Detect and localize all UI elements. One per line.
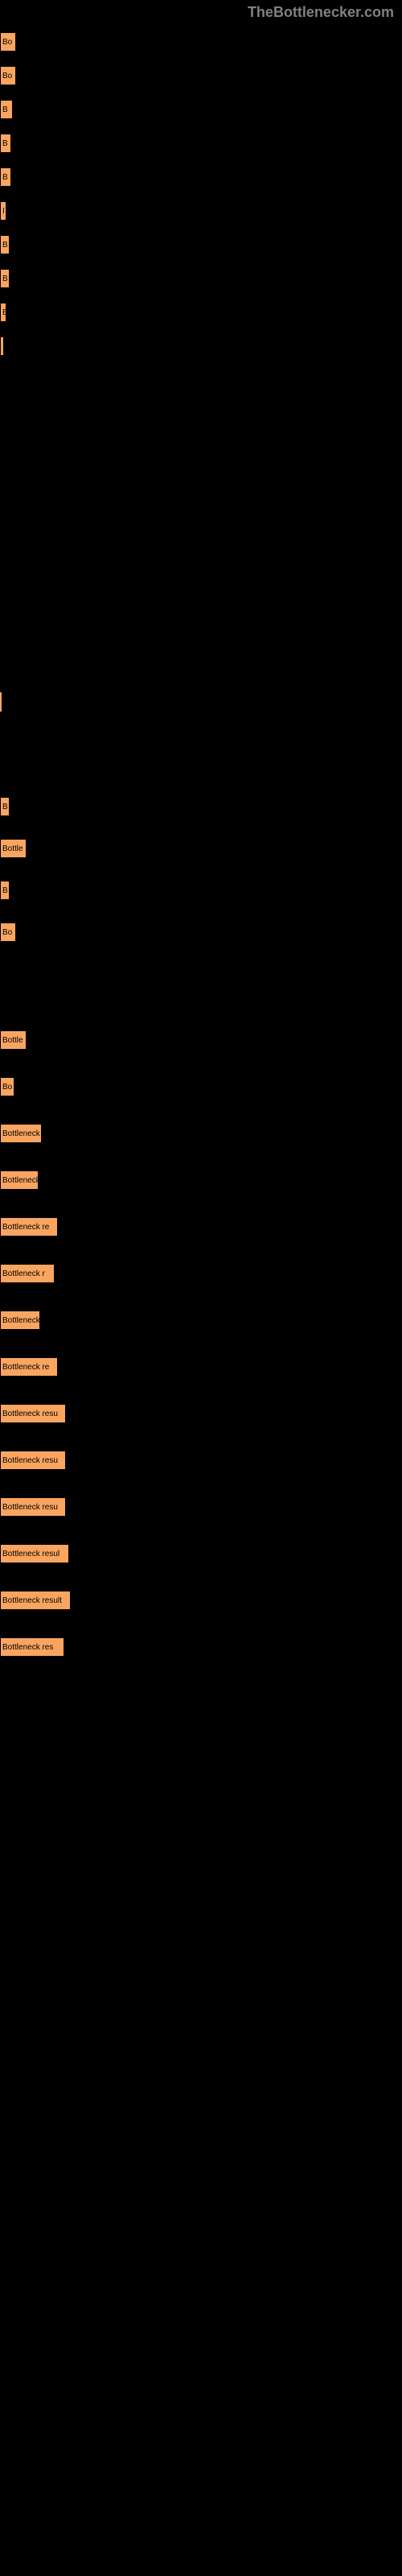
bar: Bottleneck re	[0, 1217, 58, 1236]
bar-row: Bo	[0, 1077, 14, 1096]
bar: B	[0, 167, 11, 187]
bar-row: Bottle	[0, 1030, 27, 1050]
bar-row: Bottleneck re	[0, 1217, 58, 1236]
bar-row: Bo	[0, 32, 16, 52]
bar-row: Bottleneck resul	[0, 1544, 69, 1563]
bar-row: Bottle	[0, 839, 27, 858]
bar: Bottleneck resu	[0, 1404, 66, 1423]
bar-row: Bottleneck r	[0, 1264, 55, 1283]
bar: Bottleneck re	[0, 1357, 58, 1377]
bar: Bottleneck	[0, 1311, 40, 1330]
bar: Bottle	[0, 839, 27, 858]
bar: Bo	[0, 32, 16, 52]
bar-row: B	[0, 167, 11, 187]
bar-row: B	[0, 303, 6, 322]
watermark: TheBottlenecker.com	[248, 4, 394, 21]
bar-row: B	[0, 797, 10, 816]
bar: Bottle	[0, 1030, 27, 1050]
bar-row: Bo	[0, 923, 16, 942]
bar-row: Bottleneck	[0, 1170, 39, 1190]
bar: Bottleneck	[0, 1124, 42, 1143]
bar: Bottleneck result	[0, 1591, 71, 1610]
bar: Bottleneck r	[0, 1264, 55, 1283]
bar-row	[0, 336, 4, 356]
bar: Bottleneck resul	[0, 1544, 69, 1563]
bar-row: B	[0, 269, 10, 288]
bar-row: B	[0, 235, 10, 254]
bar-row: Bottleneck resu	[0, 1451, 66, 1470]
bar-row: B	[0, 100, 13, 119]
bar-row: Bottleneck	[0, 1124, 42, 1143]
bar-row: B	[0, 134, 11, 153]
bar	[0, 692, 2, 712]
bar: B	[0, 797, 10, 816]
bar-row: Bottleneck re	[0, 1357, 58, 1377]
bar: Bo	[0, 1077, 14, 1096]
bar-row: I	[0, 201, 6, 221]
bar-row: Bottleneck resu	[0, 1497, 66, 1517]
bar: Bottleneck	[0, 1170, 39, 1190]
bar-row: Bottleneck resu	[0, 1404, 66, 1423]
bar: B	[0, 134, 11, 153]
bar: Bo	[0, 923, 16, 942]
bar-row: Bo	[0, 66, 16, 85]
bar: B	[0, 881, 10, 900]
bar-row: Bottleneck result	[0, 1591, 71, 1610]
bar: Bottleneck res	[0, 1637, 64, 1657]
bar: I	[0, 201, 6, 221]
bar-row: Bottleneck res	[0, 1637, 64, 1657]
bar-row: B	[0, 881, 10, 900]
bar: B	[0, 235, 10, 254]
bar	[0, 336, 4, 356]
bar: B	[0, 269, 10, 288]
bar: B	[0, 100, 13, 119]
bar: Bottleneck resu	[0, 1451, 66, 1470]
bar: Bottleneck resu	[0, 1497, 66, 1517]
bar: B	[0, 303, 6, 322]
bar: Bo	[0, 66, 16, 85]
bar-row: Bottleneck	[0, 1311, 40, 1330]
